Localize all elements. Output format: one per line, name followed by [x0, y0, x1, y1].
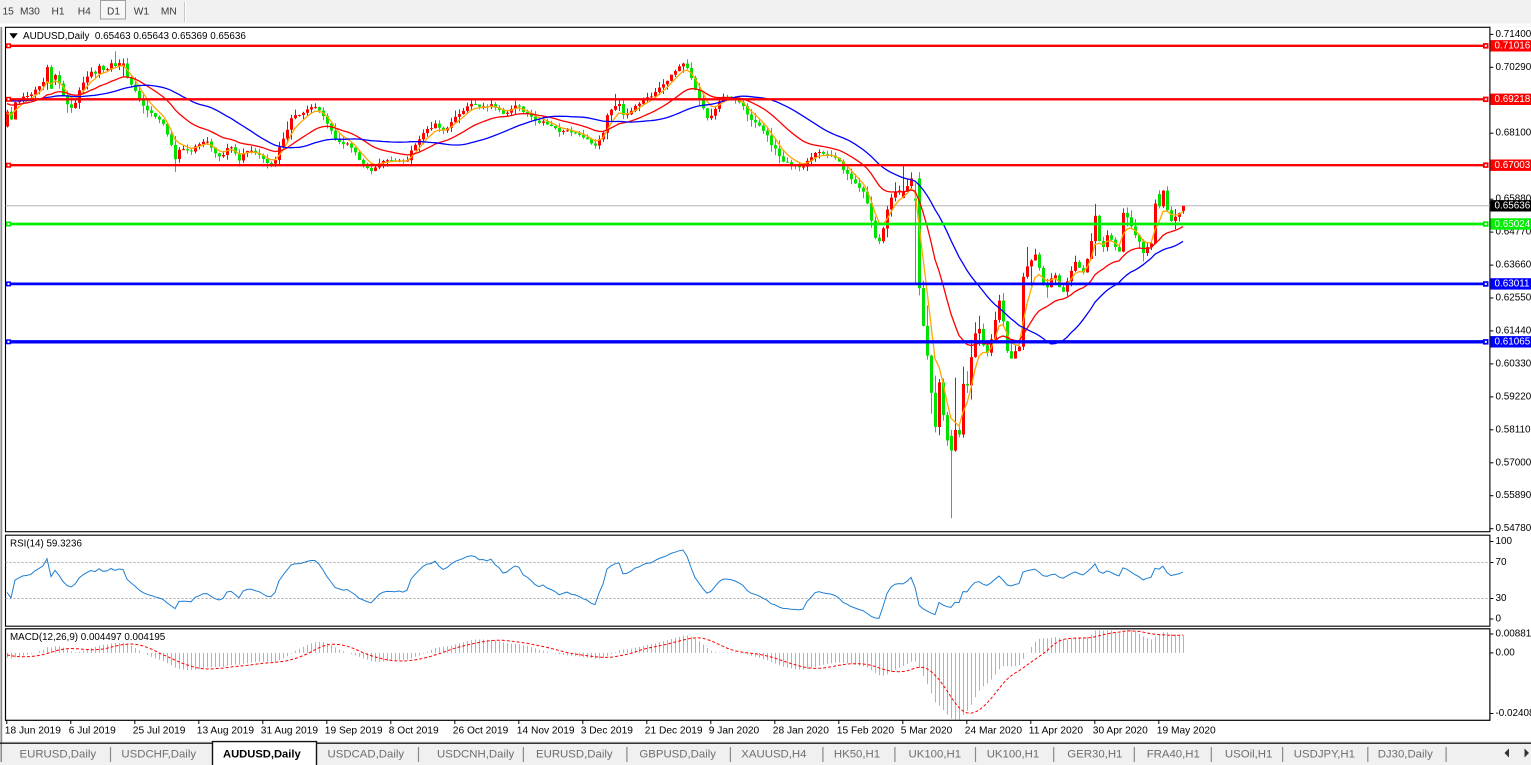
- svg-text:AUDUSD,Daily: AUDUSD,Daily: [223, 749, 301, 761]
- svg-text:0.60330: 0.60330: [1496, 358, 1531, 369]
- svg-text:11 Apr 2020: 11 Apr 2020: [1029, 726, 1084, 737]
- svg-text:8 Oct 2019: 8 Oct 2019: [389, 726, 439, 737]
- svg-text:0.00: 0.00: [1496, 647, 1516, 658]
- svg-text:FRA40,H1: FRA40,H1: [1147, 749, 1200, 761]
- svg-text:0.65024: 0.65024: [1495, 219, 1531, 230]
- svg-text:H4: H4: [78, 6, 91, 17]
- svg-text:100: 100: [1496, 536, 1513, 547]
- svg-text:W1: W1: [134, 6, 150, 17]
- svg-text:70: 70: [1496, 557, 1507, 568]
- svg-text:0: 0: [1496, 614, 1502, 625]
- svg-text:0.64770: 0.64770: [1496, 227, 1531, 238]
- svg-text:USDCAD,Daily: USDCAD,Daily: [328, 749, 405, 761]
- svg-text:0.69218: 0.69218: [1495, 94, 1531, 105]
- svg-text:15: 15: [3, 6, 15, 17]
- svg-text:0.71400: 0.71400: [1496, 29, 1531, 40]
- svg-text:19 May 2020: 19 May 2020: [1157, 726, 1216, 737]
- svg-text:9 Jan 2020: 9 Jan 2020: [709, 726, 760, 737]
- svg-text:-0.02408: -0.02408: [1496, 708, 1531, 719]
- svg-text:21 Dec 2019: 21 Dec 2019: [645, 726, 703, 737]
- svg-text:D1: D1: [107, 6, 120, 17]
- svg-text:30: 30: [1496, 593, 1507, 604]
- svg-text:EURUSD,Daily: EURUSD,Daily: [20, 749, 97, 761]
- svg-text:25 Jul 2019: 25 Jul 2019: [133, 726, 186, 737]
- svg-text:0.55890: 0.55890: [1496, 490, 1531, 501]
- svg-text:USDJPY,H1: USDJPY,H1: [1294, 749, 1355, 761]
- svg-text:0.57000: 0.57000: [1496, 457, 1531, 468]
- svg-text:0.70290: 0.70290: [1496, 62, 1531, 73]
- svg-text:MACD(12,26,9) 0.004497 0.00419: MACD(12,26,9) 0.004497 0.004195: [10, 632, 166, 643]
- svg-text:0.65880: 0.65880: [1496, 194, 1531, 205]
- svg-text:0.63011: 0.63011: [1495, 279, 1530, 290]
- svg-text:19 Sep 2019: 19 Sep 2019: [325, 726, 383, 737]
- svg-text:14 Nov 2019: 14 Nov 2019: [517, 726, 575, 737]
- svg-text:0.71016: 0.71016: [1495, 41, 1531, 52]
- svg-text:0.68100: 0.68100: [1496, 128, 1531, 139]
- svg-text:0.59220: 0.59220: [1496, 391, 1531, 402]
- svg-text:0.61440: 0.61440: [1496, 325, 1531, 336]
- svg-text:5 Mar 2020: 5 Mar 2020: [901, 726, 953, 737]
- svg-text:UK100,H1: UK100,H1: [909, 749, 962, 761]
- svg-text:GER30,H1: GER30,H1: [1067, 749, 1122, 761]
- svg-text:XAUUSD,H4: XAUUSD,H4: [741, 749, 806, 761]
- svg-text:USOil,H1: USOil,H1: [1225, 749, 1272, 761]
- svg-text:31 Aug 2019: 31 Aug 2019: [261, 726, 319, 737]
- svg-text:GBPUSD,Daily: GBPUSD,Daily: [639, 749, 716, 761]
- svg-text:AUDUSD,Daily 0.65463 0.65643: AUDUSD,Daily 0.65463 0.65643 0.65369 0.6…: [23, 31, 246, 42]
- svg-text:HK50,H1: HK50,H1: [834, 749, 880, 761]
- svg-text:UK100,H1: UK100,H1: [987, 749, 1040, 761]
- svg-text:DJ30,Daily: DJ30,Daily: [1378, 749, 1433, 761]
- svg-text:28 Jan 2020: 28 Jan 2020: [773, 726, 829, 737]
- svg-text:H1: H1: [52, 6, 65, 17]
- svg-text:RSI(14) 59.3236: RSI(14) 59.3236: [10, 538, 82, 549]
- svg-text:18 Jun 2019: 18 Jun 2019: [5, 726, 61, 737]
- svg-text:0.67003: 0.67003: [1495, 160, 1531, 171]
- svg-text:24 Mar 2020: 24 Mar 2020: [965, 726, 1023, 737]
- svg-text:0.58110: 0.58110: [1496, 424, 1531, 435]
- svg-text:0.61065: 0.61065: [1495, 337, 1531, 348]
- svg-text:USDCHF,Daily: USDCHF,Daily: [121, 749, 196, 761]
- svg-text:M30: M30: [20, 6, 40, 17]
- svg-text:0.008815: 0.008815: [1496, 629, 1531, 640]
- svg-text:26 Oct 2019: 26 Oct 2019: [453, 726, 509, 737]
- svg-text:3 Dec 2019: 3 Dec 2019: [581, 726, 633, 737]
- svg-text:15 Feb 2020: 15 Feb 2020: [837, 726, 895, 737]
- svg-text:EURUSD,Daily: EURUSD,Daily: [536, 749, 613, 761]
- svg-text:0.54780: 0.54780: [1496, 523, 1531, 534]
- svg-text:0.65636: 0.65636: [1495, 201, 1531, 212]
- svg-text:MN: MN: [161, 6, 177, 17]
- svg-text:USDCNH,Daily: USDCNH,Daily: [437, 749, 515, 761]
- svg-text:0.62550: 0.62550: [1496, 293, 1531, 304]
- svg-text:30 Apr 2020: 30 Apr 2020: [1093, 726, 1148, 737]
- svg-text:6 Jul 2019: 6 Jul 2019: [69, 726, 116, 737]
- svg-text:0.63660: 0.63660: [1496, 260, 1531, 271]
- svg-text:13 Aug 2019: 13 Aug 2019: [197, 726, 255, 737]
